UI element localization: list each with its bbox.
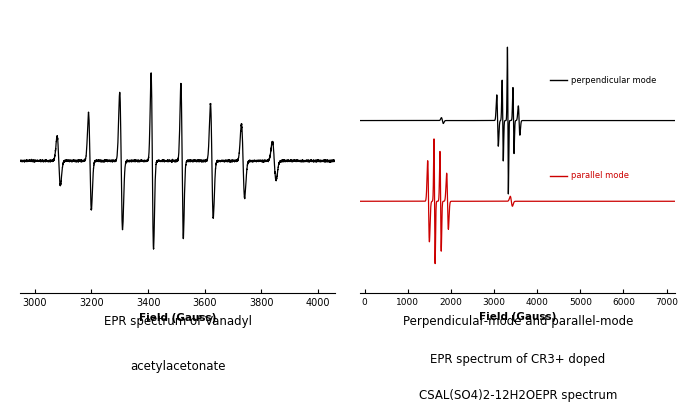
Text: CSAL(SO4)2-12H2OEPR spectrum: CSAL(SO4)2-12H2OEPR spectrum xyxy=(419,389,617,402)
Text: EPR spectrum of Vanadyl: EPR spectrum of Vanadyl xyxy=(104,315,252,328)
X-axis label: Field (Gauss): Field (Gauss) xyxy=(479,312,557,323)
X-axis label: Field (Gauss): Field (Gauss) xyxy=(139,314,216,323)
Text: EPR spectrum of CR3+ doped: EPR spectrum of CR3+ doped xyxy=(430,353,606,366)
Text: parallel mode: parallel mode xyxy=(571,171,629,180)
Text: perpendicular mode: perpendicular mode xyxy=(571,76,656,85)
Text: Perpendicular-mode and parallel-mode: Perpendicular-mode and parallel-mode xyxy=(402,315,633,328)
Text: acetylacetonate: acetylacetonate xyxy=(130,360,226,373)
